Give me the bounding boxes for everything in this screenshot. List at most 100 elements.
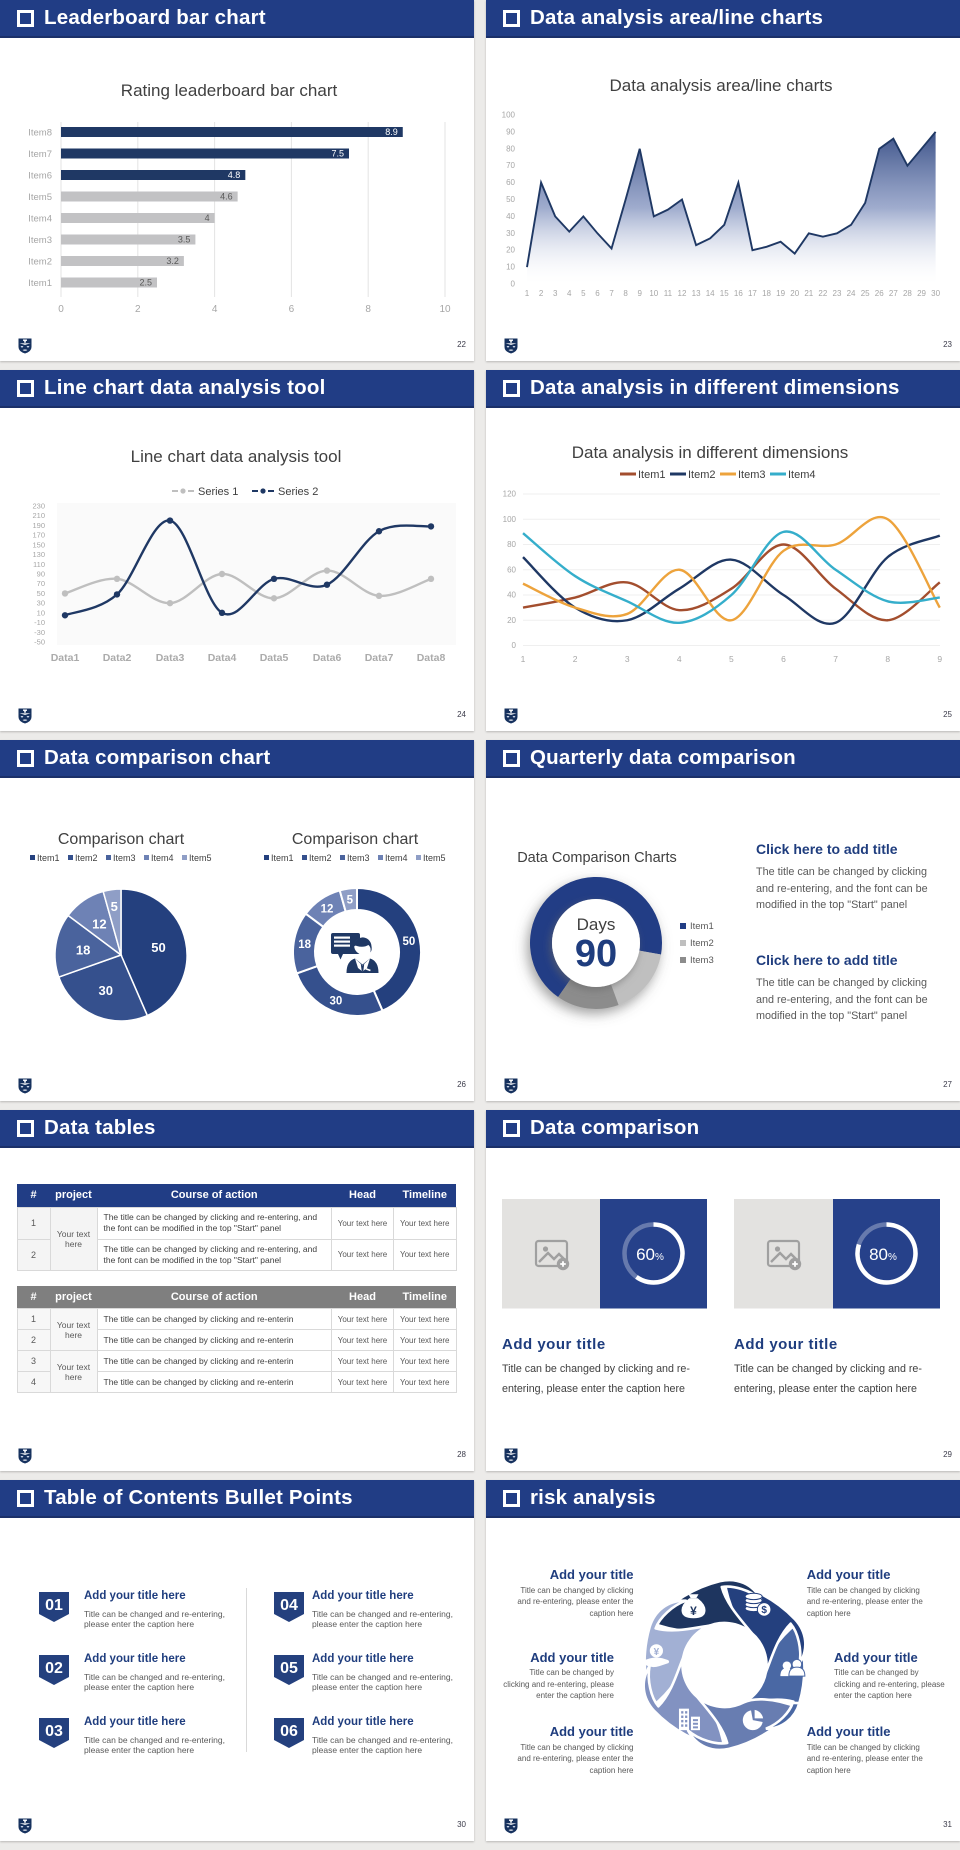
- svg-text:Item3: Item3: [690, 955, 714, 966]
- svg-text:Item2: Item2: [309, 853, 332, 863]
- svg-text:40: 40: [507, 591, 516, 600]
- svg-text:Item4: Item4: [28, 214, 52, 225]
- svg-text:70: 70: [506, 161, 515, 170]
- svg-text:4.8: 4.8: [228, 170, 241, 180]
- svg-text:10: 10: [439, 304, 451, 315]
- svg-text:3: 3: [625, 654, 630, 664]
- svg-text:9: 9: [937, 654, 942, 664]
- svg-text:50: 50: [37, 589, 45, 598]
- svg-text:4: 4: [567, 289, 572, 298]
- svg-text:1: 1: [521, 654, 526, 664]
- svg-text:30: 30: [931, 289, 940, 298]
- svg-text:2: 2: [573, 654, 578, 664]
- svg-text:04: 04: [280, 1597, 298, 1614]
- svg-text:Item6: Item6: [28, 171, 52, 182]
- svg-text:Item3: Item3: [347, 853, 370, 863]
- svg-text:150: 150: [32, 540, 45, 549]
- svg-text:2: 2: [539, 289, 544, 298]
- svg-text:100: 100: [502, 111, 516, 120]
- svg-text:20: 20: [506, 246, 515, 255]
- svg-text:50: 50: [402, 936, 415, 948]
- svg-text:Item1: Item1: [638, 469, 666, 481]
- svg-text:90: 90: [506, 127, 515, 136]
- svg-text:Data2: Data2: [103, 652, 132, 664]
- svg-text:Item1: Item1: [28, 278, 52, 289]
- svg-text:Series 1: Series 1: [198, 486, 238, 498]
- svg-text:Item8: Item8: [28, 128, 52, 139]
- svg-text:4.6: 4.6: [220, 192, 233, 202]
- svg-text:Data5: Data5: [260, 652, 289, 664]
- svg-text:2: 2: [135, 304, 141, 315]
- svg-text:3.5: 3.5: [178, 235, 191, 245]
- svg-text:20: 20: [790, 289, 799, 298]
- svg-text:90: 90: [37, 570, 45, 579]
- svg-text:10: 10: [506, 263, 515, 272]
- svg-text:10: 10: [37, 608, 45, 617]
- svg-text:0: 0: [58, 304, 64, 315]
- svg-text:30: 30: [329, 996, 342, 1008]
- svg-text:Item4: Item4: [788, 469, 816, 481]
- svg-text:20: 20: [507, 616, 516, 625]
- svg-text:0: 0: [512, 641, 517, 650]
- svg-text:-30: -30: [34, 628, 45, 637]
- svg-text:-50: -50: [34, 638, 45, 647]
- svg-text:Item2: Item2: [28, 257, 52, 268]
- svg-text:02: 02: [45, 1660, 63, 1677]
- svg-text:Item3: Item3: [28, 235, 52, 246]
- svg-text:18: 18: [298, 939, 311, 951]
- svg-text:29: 29: [917, 289, 926, 298]
- svg-text:6: 6: [289, 304, 295, 315]
- svg-text:-10: -10: [34, 618, 45, 627]
- svg-text:06: 06: [280, 1723, 298, 1740]
- svg-text:26: 26: [875, 289, 884, 298]
- svg-text:50: 50: [506, 195, 515, 204]
- svg-text:40: 40: [506, 212, 515, 221]
- svg-text:19: 19: [776, 289, 785, 298]
- svg-text:Item4: Item4: [151, 853, 174, 863]
- svg-text:22: 22: [818, 289, 827, 298]
- svg-text:Item1: Item1: [690, 921, 714, 932]
- svg-text:28: 28: [903, 289, 912, 298]
- svg-text:Item5: Item5: [28, 192, 52, 203]
- svg-text:30: 30: [506, 229, 515, 238]
- svg-text:5: 5: [581, 289, 586, 298]
- svg-text:Series 2: Series 2: [278, 486, 318, 498]
- svg-text:8: 8: [365, 304, 371, 315]
- svg-text:Item5: Item5: [423, 853, 446, 863]
- svg-text:17: 17: [748, 289, 757, 298]
- svg-text:Item2: Item2: [75, 853, 98, 863]
- svg-text:80: 80: [506, 144, 515, 153]
- svg-text:230: 230: [32, 502, 45, 511]
- svg-text:Item3: Item3: [738, 469, 766, 481]
- svg-text:12: 12: [92, 916, 106, 931]
- svg-text:3.2: 3.2: [166, 256, 179, 266]
- svg-text:190: 190: [32, 521, 45, 530]
- svg-text:130: 130: [32, 550, 45, 559]
- svg-text:13: 13: [692, 289, 701, 298]
- svg-text:25: 25: [861, 289, 870, 298]
- svg-text:7: 7: [609, 289, 614, 298]
- svg-text:Item2: Item2: [690, 938, 714, 949]
- svg-text:4: 4: [677, 654, 682, 664]
- svg-text:5: 5: [347, 894, 354, 906]
- svg-text:8: 8: [623, 289, 628, 298]
- svg-text:Item7: Item7: [28, 149, 52, 160]
- svg-text:12: 12: [321, 903, 334, 915]
- svg-text:10: 10: [649, 289, 658, 298]
- svg-text:9: 9: [637, 289, 642, 298]
- svg-text:60: 60: [507, 565, 516, 574]
- svg-text:30: 30: [37, 599, 45, 608]
- svg-text:01: 01: [45, 1597, 63, 1614]
- svg-text:3: 3: [553, 289, 558, 298]
- svg-text:03: 03: [45, 1723, 63, 1740]
- svg-text:30: 30: [99, 983, 113, 998]
- svg-text:24: 24: [847, 289, 856, 298]
- svg-text:5: 5: [729, 654, 734, 664]
- svg-text:100: 100: [503, 515, 517, 524]
- svg-text:18: 18: [76, 942, 90, 957]
- svg-text:Data6: Data6: [313, 652, 342, 664]
- svg-text:8: 8: [885, 654, 890, 664]
- svg-text:14: 14: [706, 289, 715, 298]
- svg-text:Item4: Item4: [385, 853, 408, 863]
- svg-text:27: 27: [889, 289, 898, 298]
